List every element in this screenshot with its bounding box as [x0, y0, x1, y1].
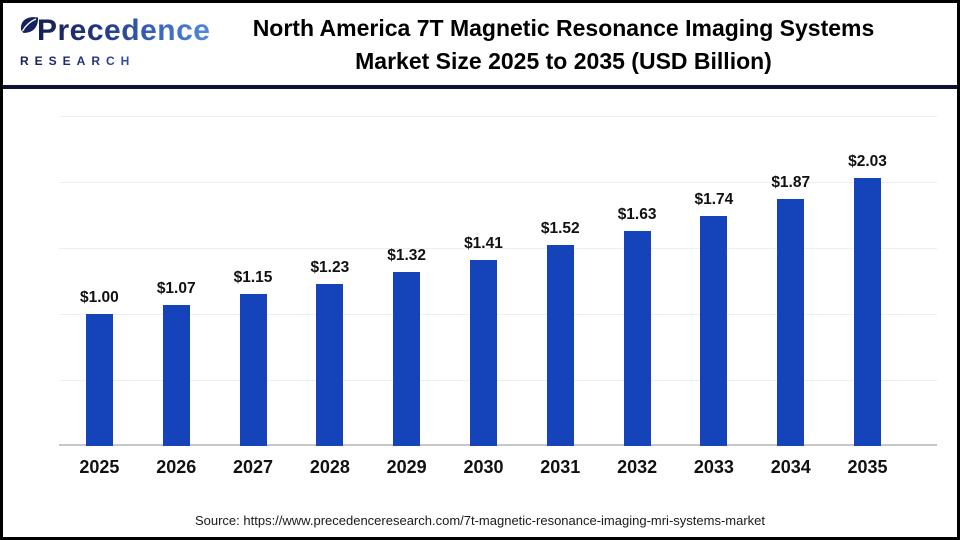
x-axis-labels: 2025 2026 2027 2028 2029 2030 2031 2032 2033 2034… [61, 457, 906, 478]
bar-value-label: $1.87 [771, 174, 811, 191]
bar [469, 260, 497, 446]
x-axis-tick-label: 2029 [386, 457, 427, 477]
gridline [59, 182, 937, 183]
header: Precedence RESEARCH North America 7T Mag… [3, 3, 957, 85]
x-axis-tick-label: 2028 [309, 457, 350, 477]
bar-value-label: $1.15 [233, 269, 273, 286]
bar-slot: $1.07 [138, 100, 215, 446]
chart-area: $1.00 $1.07 $1.15 $1.23 $1.32 $1.41 $1.52 $1.63… [3, 89, 957, 537]
gridline [59, 116, 937, 117]
leaf-icon [17, 16, 39, 53]
bar-value-label: $1.23 [310, 259, 350, 276]
gridline [59, 380, 937, 381]
bar-slot: $1.00 [61, 100, 138, 446]
logo-sub-text: RESEARCH [20, 54, 187, 68]
logo-brand-text: Precedence [37, 14, 211, 47]
bar [777, 199, 805, 446]
bar-slot: $1.74 [676, 100, 753, 446]
bar-slot: $1.32 [368, 100, 445, 446]
source-text: Source: https://www.precedenceresearch.c… [194, 513, 766, 528]
x-axis-tick-label: 2035 [847, 457, 888, 477]
bar-value-label: $1.32 [387, 247, 427, 264]
bar [854, 178, 882, 446]
bar [316, 284, 344, 446]
bar-slot: $1.52 [522, 100, 599, 446]
bar-value-label: $1.41 [464, 235, 503, 252]
x-axis-tick-label: 2031 [540, 457, 581, 477]
gridline [59, 314, 937, 315]
x-axis-tick-label: 2033 [693, 457, 734, 477]
x-axis-tick-label: 2027 [233, 457, 274, 477]
header-divider [3, 85, 957, 89]
gridline [59, 248, 937, 249]
bar-value-label: $1.63 [617, 206, 657, 223]
bar-slot: $1.23 [291, 100, 368, 446]
x-axis-tick-label: 2034 [770, 457, 811, 477]
bar-slot: $2.03 [829, 100, 906, 446]
bar-value-label: $2.03 [848, 153, 887, 170]
bars-row: $1.00 $1.07 $1.15 $1.23 $1.32 $1.41 $1.52 $1.63… [61, 100, 906, 446]
bar [393, 272, 421, 446]
bar-value-label: $1.07 [156, 280, 196, 297]
bar [85, 314, 113, 446]
bar [623, 231, 651, 446]
bar-value-label: $1.52 [540, 220, 580, 237]
x-axis-tick-label: 2032 [617, 457, 658, 477]
chart-title: North America 7T Magnetic Resonance Imag… [178, 12, 949, 78]
x-axis-tick-label: 2026 [156, 457, 197, 477]
bar-slot: $1.87 [752, 100, 829, 446]
bar-slot: $1.41 [445, 100, 522, 446]
bar [546, 245, 574, 446]
x-axis-line [59, 444, 937, 446]
bar [700, 216, 728, 446]
bar [239, 294, 267, 446]
bar-value-label: $1.00 [80, 289, 119, 306]
x-axis-tick-label: 2025 [79, 457, 120, 477]
chart-title-line1: North America 7T Magnetic Resonance Imag… [252, 15, 875, 41]
bar-value-label: $1.74 [694, 191, 734, 208]
precedence-logo: Precedence RESEARCH [17, 15, 210, 69]
bar-slot: $1.15 [215, 100, 292, 446]
bar [162, 305, 190, 446]
chart-title-line2: Market Size 2025 to 2035 (USD Billion) [355, 48, 772, 74]
bar-slot: $1.63 [599, 100, 676, 446]
x-axis-tick-label: 2030 [463, 457, 504, 477]
